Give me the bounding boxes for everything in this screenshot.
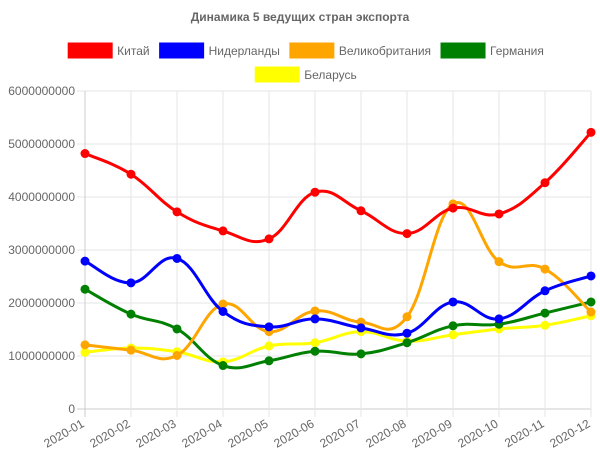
y-tick-label: 6000000000 (8, 84, 75, 98)
data-point[interactable] (448, 321, 458, 331)
legend: Китай Нидерланды Великобритания Германия Бел… (67, 42, 544, 83)
data-point[interactable] (540, 320, 550, 330)
legend-label: Нидерланды (209, 44, 280, 58)
data-point[interactable] (586, 271, 596, 281)
data-point[interactable] (172, 324, 182, 334)
series-1 (80, 253, 596, 338)
legend-swatch (67, 42, 113, 59)
data-point[interactable] (586, 127, 596, 137)
data-point[interactable] (126, 169, 136, 179)
data-point[interactable] (218, 361, 228, 371)
grid (77, 90, 592, 417)
legend-item[interactable]: Великобритания (289, 42, 431, 59)
x-tick-label: 2020-10 (455, 416, 500, 450)
data-point[interactable] (80, 256, 90, 266)
data-point[interactable] (356, 349, 366, 359)
y-tick-label: 5000000000 (8, 137, 75, 151)
x-tick-label: 2020-09 (409, 416, 454, 450)
data-point[interactable] (264, 356, 274, 366)
x-tick-label: 2020-03 (133, 416, 178, 450)
data-point[interactable] (586, 297, 596, 307)
y-tick-label: 3000000000 (8, 243, 75, 257)
series-line (84, 131, 593, 244)
data-point[interactable] (494, 257, 504, 267)
data-point[interactable] (126, 309, 136, 319)
y-tick-label: 1000000000 (8, 349, 75, 363)
data-point[interactable] (540, 286, 550, 296)
x-tick-label: 2020-02 (87, 416, 132, 450)
data-point[interactable] (172, 253, 182, 263)
data-point[interactable] (126, 278, 136, 288)
data-point[interactable] (218, 226, 228, 236)
data-point[interactable] (310, 346, 320, 356)
y-tick-label: 0 (68, 402, 75, 416)
chart-title: Динамика 5 ведущих стран экспорта (191, 10, 410, 24)
x-tick-label: 2020-04 (179, 416, 224, 450)
y-tick-label: 2000000000 (8, 296, 75, 310)
data-point[interactable] (356, 206, 366, 216)
legend-swatch (440, 42, 486, 59)
legend-item[interactable]: Китай (67, 42, 150, 59)
data-point[interactable] (80, 347, 90, 357)
legend-label: Китай (117, 44, 149, 58)
series-0 (80, 127, 596, 244)
data-point[interactable] (448, 297, 458, 307)
x-axis: 2020-01 2020-02 2020-03 2020-04 2020-05 2020-… (41, 416, 592, 450)
x-tick-label: 2020-05 (225, 416, 270, 450)
data-point[interactable] (310, 187, 320, 197)
data-point[interactable] (264, 234, 274, 244)
y-axis: 0 1000000000 2000000000 3000000000 400000000… (8, 84, 75, 416)
data-point[interactable] (310, 314, 320, 324)
data-point[interactable] (80, 284, 90, 294)
y-tick-label: 4000000000 (8, 190, 75, 204)
data-point[interactable] (448, 330, 458, 340)
data-point[interactable] (494, 314, 504, 324)
data-point[interactable] (402, 328, 412, 338)
data-point[interactable] (402, 338, 412, 348)
x-tick-label: 2020-12 (547, 416, 592, 450)
legend-label: Германия (490, 44, 544, 58)
series-3 (80, 284, 596, 371)
data-point[interactable] (310, 338, 320, 348)
legend-swatch (159, 42, 205, 59)
x-tick-label: 2020-08 (363, 416, 408, 450)
data-point[interactable] (126, 345, 136, 355)
data-point[interactable] (540, 264, 550, 274)
legend-swatch (289, 42, 335, 59)
legend-item[interactable]: Нидерланды (159, 42, 280, 59)
data-point[interactable] (172, 207, 182, 217)
data-point[interactable] (494, 209, 504, 219)
x-tick-label: 2020-07 (317, 416, 362, 450)
series-group (80, 127, 596, 371)
data-point[interactable] (310, 306, 320, 316)
data-point[interactable] (264, 322, 274, 332)
data-point[interactable] (540, 308, 550, 318)
legend-label: Великобритания (339, 44, 431, 58)
data-point[interactable] (448, 203, 458, 213)
data-point[interactable] (172, 350, 182, 360)
legend-swatch (254, 66, 300, 83)
data-point[interactable] (402, 229, 412, 239)
data-point[interactable] (80, 340, 90, 350)
x-tick-label: 2020-01 (41, 416, 86, 450)
legend-label: Беларусь (304, 68, 356, 82)
x-tick-label: 2020-11 (502, 416, 547, 450)
x-tick-label: 2020-06 (271, 416, 316, 450)
data-point[interactable] (356, 323, 366, 333)
data-point[interactable] (402, 312, 412, 322)
data-point[interactable] (218, 306, 228, 316)
data-point[interactable] (218, 299, 228, 309)
data-point[interactable] (264, 341, 274, 351)
data-point[interactable] (586, 307, 596, 317)
data-point[interactable] (80, 149, 90, 159)
legend-item[interactable]: Беларусь (254, 66, 357, 83)
legend-item[interactable]: Германия (440, 42, 544, 59)
data-point[interactable] (540, 178, 550, 188)
